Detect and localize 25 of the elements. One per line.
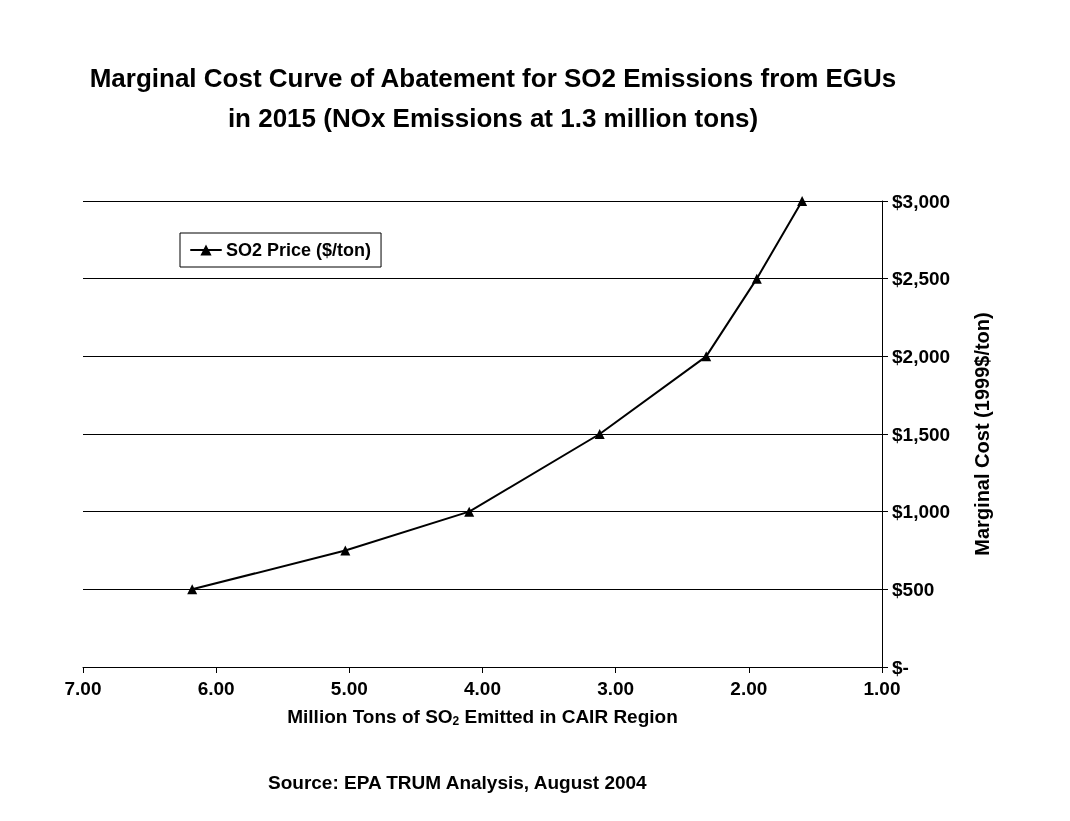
y-tick-label: $500: [892, 578, 935, 600]
point: [701, 351, 712, 362]
point: [464, 506, 475, 517]
y-tick-label: $3,000: [892, 190, 951, 212]
y-tick-label: $1,000: [892, 501, 951, 523]
point: [797, 196, 808, 206]
x-tick-label: 4.00: [464, 678, 501, 699]
x-tick-label: 3.00: [597, 678, 635, 699]
chart-title: Marginal Cost Curve of Abatement for SO2 Emissions from EGUs in 2015 (NOx Emissions at 1.3 million tons): [89, 63, 897, 133]
y-tick-label: $2,500: [892, 268, 951, 290]
legend-label: SO2 Price ($/ton): [226, 240, 372, 260]
y-tick-label: $2,000: [892, 345, 951, 367]
point: [751, 273, 762, 284]
x-tick-label: 5.00: [330, 678, 368, 699]
x-tick-label: 6.00: [197, 678, 235, 699]
y-tick-label: $-: [892, 656, 909, 678]
source-note: Source: EPA TRUM Analysis, August 2004: [268, 772, 648, 793]
x-tick-label: 1.00: [863, 678, 901, 699]
point: [340, 545, 351, 556]
y-tick-label: $1,500: [892, 423, 951, 445]
x-tick-label: 2.00: [730, 678, 768, 699]
point: [594, 429, 605, 439]
y-axis-title: Marginal Cost (1999$/ton): [971, 312, 993, 556]
point: [187, 584, 198, 595]
x-tick-label: 7.00: [64, 678, 102, 699]
